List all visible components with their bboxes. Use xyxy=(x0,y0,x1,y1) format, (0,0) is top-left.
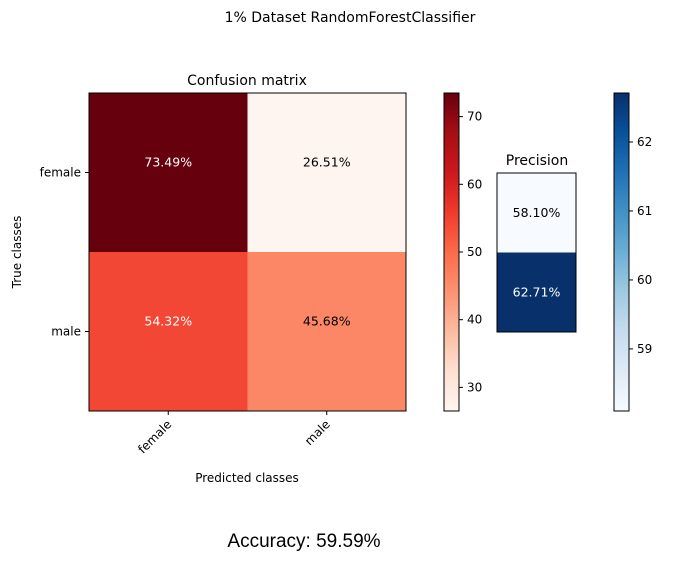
confusion-matrix-panel: Confusion matrix 73.49% 26.51% 54.32% 45.68… xyxy=(10,73,407,485)
precision-panel: Precision 58.10% 62.71% xyxy=(496,153,577,333)
precision-cell xyxy=(497,252,576,333)
confusion-colorbar: 30 40 50 60 70 xyxy=(443,92,482,412)
precision-title: Precision xyxy=(506,153,568,169)
precision-colorbar: 59 60 61 62 xyxy=(613,92,652,412)
confusion-cell-label: 54.32% xyxy=(144,314,192,329)
colorbar-tick-label: 60 xyxy=(637,273,652,287)
confusion-cell xyxy=(247,252,407,412)
colorbar-tick-label: 30 xyxy=(467,380,482,394)
confusion-matrix-title: Confusion matrix xyxy=(187,73,307,89)
precision-frame xyxy=(496,172,577,333)
precision-colorbar-frame xyxy=(613,92,630,412)
confusion-matrix-frame xyxy=(88,92,407,412)
x-tick-label: male xyxy=(302,417,333,448)
colorbar-tick-label: 60 xyxy=(467,177,482,191)
confusion-colorbar-gradient xyxy=(444,93,459,411)
precision-cell xyxy=(497,173,576,253)
y-tick-label: male xyxy=(51,325,81,339)
confusion-cell xyxy=(89,252,248,412)
confusion-cell-label: 26.51% xyxy=(303,155,351,170)
x-tick-label: female xyxy=(135,417,174,456)
colorbar-tick-label: 61 xyxy=(637,204,652,218)
colorbar-tick-label: 59 xyxy=(637,342,652,356)
precision-cell-label: 62.71% xyxy=(513,284,561,299)
accuracy-label: Accuracy: 59.59% xyxy=(227,531,380,552)
colorbar-tick-label: 62 xyxy=(637,135,652,149)
y-tick-label: female xyxy=(40,166,81,180)
colorbar-tick-label: 50 xyxy=(467,245,482,259)
colorbar-tick-label: 40 xyxy=(467,313,482,327)
precision-cell-label: 58.10% xyxy=(513,205,561,220)
x-axis-label: Predicted classes xyxy=(195,471,299,485)
confusion-cell-label: 73.49% xyxy=(144,155,192,170)
figure-title: 1% Dataset RandomForestClassifier xyxy=(225,10,476,26)
confusion-cell xyxy=(89,93,248,253)
colorbar-tick-label: 70 xyxy=(467,110,482,124)
y-axis-label: True classes xyxy=(10,216,24,290)
confusion-cell xyxy=(247,93,407,253)
confusion-cell-label: 45.68% xyxy=(303,314,351,329)
precision-colorbar-gradient xyxy=(614,93,629,411)
